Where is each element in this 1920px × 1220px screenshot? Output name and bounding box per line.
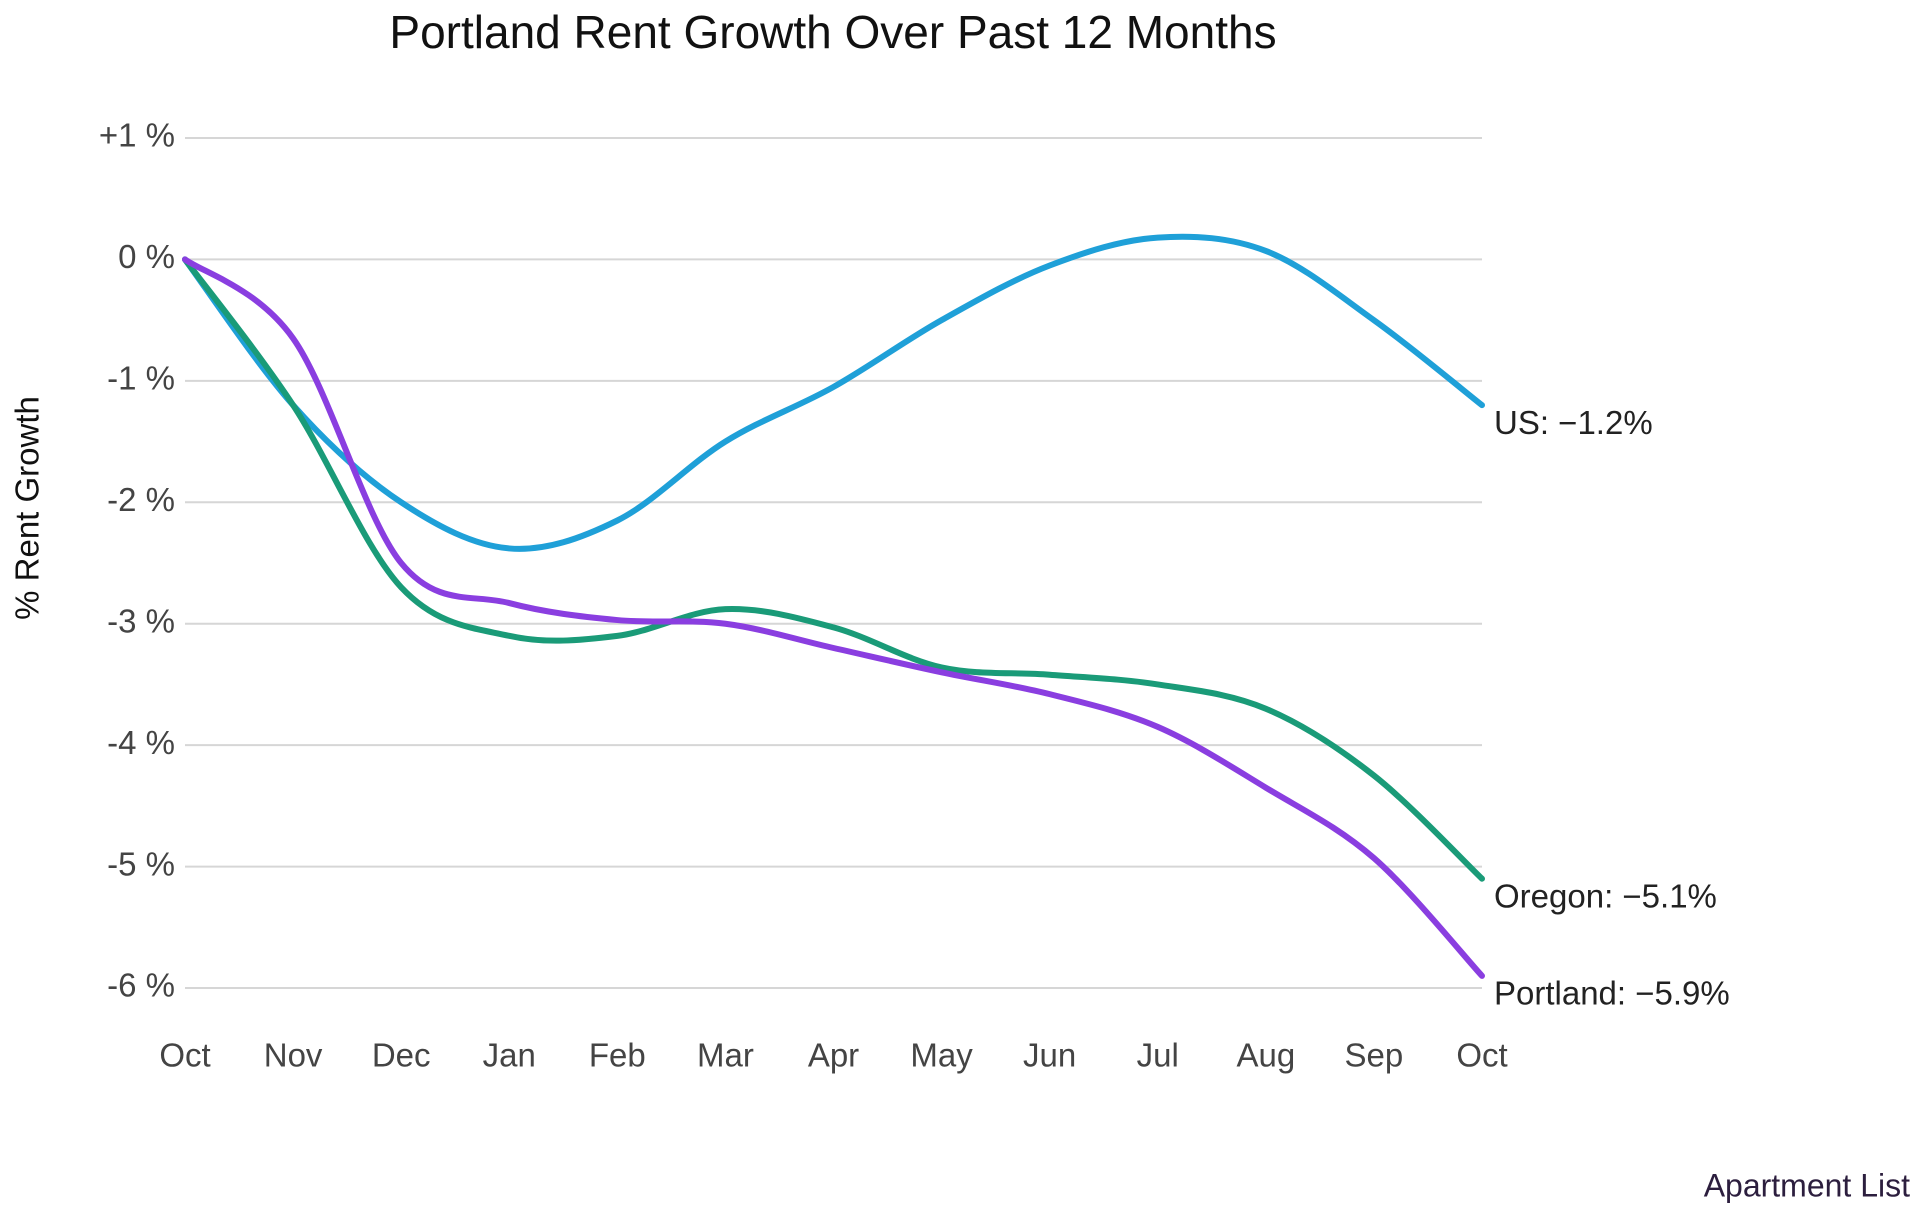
y-tick-label: 0 %	[118, 238, 175, 275]
x-tick-label: Oct	[1456, 1037, 1507, 1074]
end-label: Portland: −5.9%	[1494, 975, 1730, 1012]
y-tick-label: -1 %	[107, 360, 175, 397]
x-tick-label: May	[910, 1037, 973, 1074]
source-logo: Apartment List	[1704, 1167, 1910, 1203]
y-tick-label: -3 %	[107, 602, 175, 639]
end-label: US: −1.2%	[1494, 404, 1653, 441]
x-tick-label: Apr	[808, 1037, 859, 1074]
chart-title: Portland Rent Growth Over Past 12 Months	[389, 6, 1276, 58]
y-tick-label: +1 %	[99, 117, 175, 154]
x-tick-label: Oct	[159, 1037, 210, 1074]
series-line	[182, 256, 1485, 979]
x-tick-label: Aug	[1236, 1037, 1295, 1074]
x-tick-label: Nov	[264, 1037, 323, 1074]
y-axis-label: % Rent Growth	[9, 396, 46, 620]
y-tick-label: -5 %	[107, 845, 175, 882]
series-line	[182, 233, 1485, 552]
y-tick-label: -4 %	[107, 724, 175, 761]
x-tick-label: Sep	[1345, 1037, 1404, 1074]
x-tick-label: Dec	[372, 1037, 431, 1074]
y-tick-label: -2 %	[107, 481, 175, 518]
x-tick-label: Jan	[483, 1037, 536, 1074]
series-line	[182, 256, 1485, 882]
end-label: Oregon: −5.1%	[1494, 877, 1717, 914]
x-tick-label: Jul	[1137, 1037, 1179, 1074]
y-tick-label: -6 %	[107, 967, 175, 1004]
x-tick-label: Feb	[589, 1037, 646, 1074]
x-tick-label: Mar	[697, 1037, 754, 1074]
x-tick-label: Jun	[1023, 1037, 1076, 1074]
